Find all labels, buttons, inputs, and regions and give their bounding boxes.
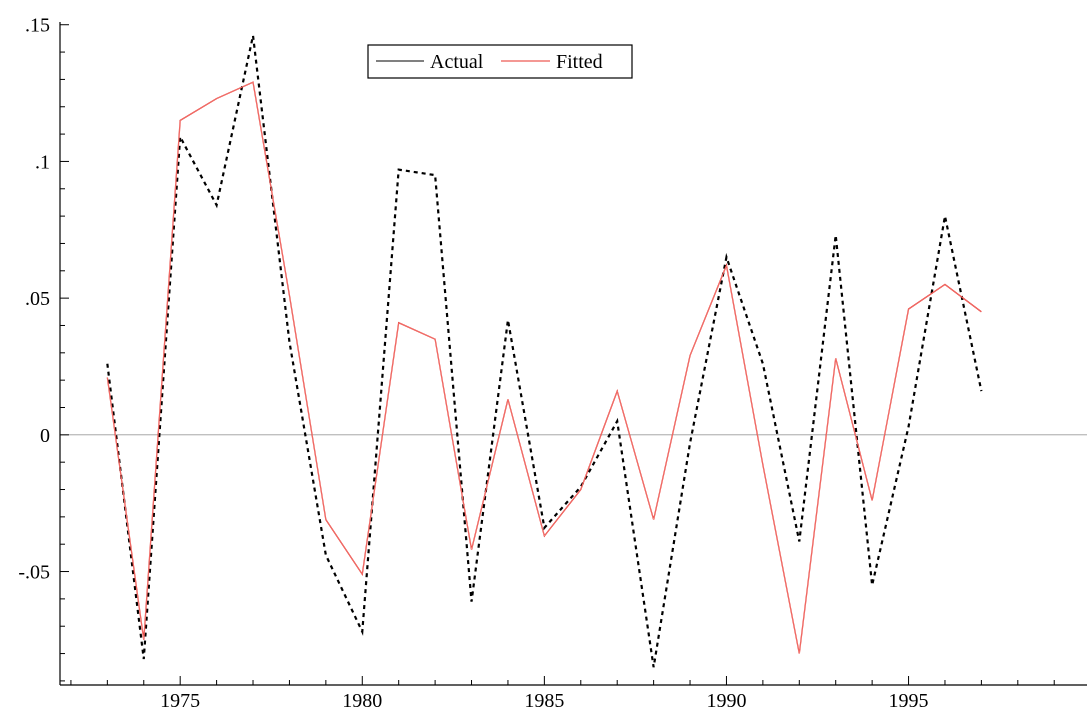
y-tick-label: .1 <box>35 151 50 173</box>
legend-label-fitted: Fitted <box>556 51 603 73</box>
y-tick-label: .15 <box>25 15 50 37</box>
series-line-actual <box>106 35 983 668</box>
series-line-fitted-highlight <box>107 81 982 654</box>
x-tick-label: 1980 <box>342 690 382 712</box>
series-layer <box>106 35 983 668</box>
x-tick-label: 1985 <box>524 690 564 712</box>
x-tick-label: 1995 <box>889 690 929 712</box>
legend: Actual Fitted <box>367 44 633 79</box>
x-tick-label: 1975 <box>160 690 200 712</box>
legend-label-actual: Actual <box>430 51 484 73</box>
y-tick-label: 0 <box>40 425 50 447</box>
y-tick-label: -.05 <box>18 562 50 584</box>
axes-layer: .15 .1 .05 0 -.05 1975 1980 1985 1990 1995 <box>18 15 1087 712</box>
x-tick-label: 1990 <box>706 690 746 712</box>
y-tick-label: .05 <box>25 288 50 310</box>
